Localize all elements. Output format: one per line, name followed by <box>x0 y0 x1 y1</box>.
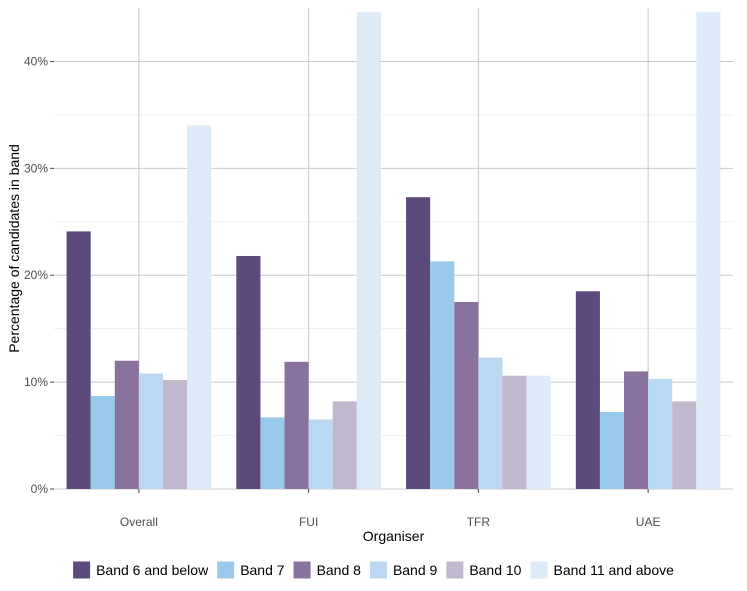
legend-label: Band 11 and above <box>553 562 674 578</box>
y-tick-label: 30% <box>24 161 48 175</box>
bar <box>260 417 285 489</box>
bar <box>454 301 479 489</box>
bar <box>526 375 551 489</box>
legend-swatch <box>446 561 464 579</box>
x-tick-label: Overall <box>120 515 158 529</box>
legend-label: Band 9 <box>393 562 438 578</box>
bar <box>672 401 697 489</box>
legend-label: Band 8 <box>317 562 362 578</box>
legend-swatch <box>217 561 235 579</box>
bar <box>90 396 115 489</box>
bar <box>308 419 333 489</box>
x-tick-label: FUI <box>299 515 318 529</box>
y-tick-label: 10% <box>24 375 48 389</box>
x-axis-title: Organiser <box>363 528 425 544</box>
bars <box>66 12 721 490</box>
bar <box>575 291 600 489</box>
bar <box>624 371 649 489</box>
y-axis-title: Percentage of candidates in band <box>6 144 22 353</box>
legend-swatch <box>530 561 548 579</box>
x-tick-label: UAE <box>636 515 661 529</box>
legend-swatch <box>73 561 91 579</box>
bar <box>356 12 381 490</box>
axes: 0% 10% 20% 30% 40% Overall FUI TFR UAE <box>24 54 661 529</box>
bar <box>162 379 188 489</box>
y-tick-label: 20% <box>24 268 48 282</box>
legend-swatch <box>369 561 387 579</box>
bar <box>696 12 721 490</box>
bar <box>284 361 309 489</box>
bar <box>187 125 212 490</box>
bar <box>138 373 163 489</box>
bar <box>478 357 503 489</box>
bar <box>66 231 91 490</box>
bar <box>332 401 357 489</box>
legend-label: Band 6 and below <box>96 562 209 578</box>
legend-swatch <box>293 561 311 579</box>
bar <box>236 255 261 489</box>
legend-label: Band 10 <box>469 562 521 578</box>
legend-label: Band 7 <box>240 562 285 578</box>
bar <box>599 412 625 489</box>
bar <box>648 378 673 489</box>
y-tick-label: 0% <box>31 482 49 496</box>
bar <box>406 197 431 489</box>
x-tick-label: TFR <box>467 515 491 529</box>
bar <box>430 261 455 489</box>
bar <box>502 375 527 489</box>
bar <box>114 360 139 489</box>
y-tick-label: 40% <box>24 54 48 68</box>
legend: Band 6 and below Band 7 Band 8 Band 9 Band 1… <box>73 561 674 579</box>
